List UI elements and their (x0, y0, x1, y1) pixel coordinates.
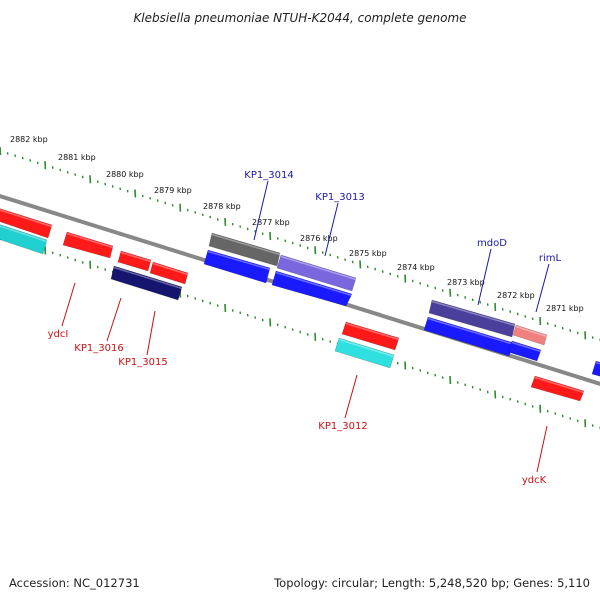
gene-highlight (0, 225, 48, 243)
gene-feature[interactable] (208, 232, 281, 267)
kbp-label: 2882 kbp (10, 135, 48, 144)
kbp-label: 2881 kbp (58, 153, 96, 162)
kbp-label: 2875 kbp (349, 249, 387, 258)
gene-label[interactable]: KP1_3016 (74, 343, 123, 354)
kbp-label: 2871 kbp (546, 304, 584, 313)
kbp-scale: 2882 kbp 2881 kbp 2880 kbp 2879 kbp 2878 kbp… (10, 135, 584, 313)
gene-feature[interactable] (530, 375, 585, 402)
kbp-label: 2876 kbp (300, 234, 338, 243)
gene-highlight (431, 300, 516, 327)
label-leader-line (61, 282, 76, 327)
gene-highlight (120, 251, 152, 263)
gene-highlight (511, 341, 542, 353)
gene-label[interactable]: ydcI (48, 329, 69, 340)
gene-feature[interactable] (271, 270, 353, 307)
gene-highlight (427, 317, 515, 346)
gene-feature[interactable] (423, 316, 515, 357)
gene-label[interactable]: mdoD (477, 238, 507, 249)
gene-label[interactable]: KP1_3012 (318, 421, 367, 432)
label-leader-line (477, 248, 492, 306)
kbp-label: 2873 kbp (447, 278, 485, 287)
gene-highlight (345, 322, 400, 341)
tick-rulers (0, 146, 600, 430)
gene-feature[interactable] (512, 324, 548, 346)
gene-labels: KP1_3014 KP1_3013 mdoD rimL ydcI KP1_3016 KP1_… (48, 170, 562, 486)
kbp-label: 2872 kbp (497, 291, 535, 300)
gene-feature[interactable] (62, 231, 114, 259)
gene-feature[interactable] (0, 223, 48, 255)
label-leader-line (106, 297, 122, 342)
kbp-label: 2880 kbp (106, 170, 144, 179)
gene-highlight (0, 209, 53, 228)
label-leader-line (344, 374, 358, 419)
kbp-label: 2874 kbp (397, 263, 435, 272)
gene-highlight (515, 325, 548, 338)
topology-text: Topology: circular; Length: 5,248,520 bp… (274, 576, 590, 590)
gene-label[interactable]: rimL (539, 253, 562, 264)
gene-feature[interactable] (276, 254, 357, 292)
gene-highlight (280, 255, 357, 281)
gene-label[interactable]: ydcK (522, 475, 547, 486)
gene-highlight (534, 376, 585, 394)
kbp-label: 2878 kbp (203, 202, 241, 211)
gene-features (0, 207, 600, 402)
kbp-label: 2879 kbp (154, 186, 192, 195)
gene-highlight (113, 266, 183, 290)
label-leader-line (535, 263, 550, 313)
gene-feature[interactable] (149, 261, 189, 285)
gene-highlight (275, 271, 353, 297)
kbp-label: 2877 kbp (252, 218, 290, 227)
gene-feature[interactable] (117, 250, 152, 272)
label-leader-line (536, 425, 548, 473)
accession-text: Accession: NC_012731 (9, 576, 140, 590)
gene-feature[interactable] (507, 340, 542, 362)
label-leader-line (324, 202, 339, 257)
gene-highlight (66, 232, 114, 249)
gene-feature[interactable] (428, 299, 516, 338)
gene-highlight (211, 233, 281, 256)
gene-feature[interactable] (341, 321, 400, 351)
gene-label[interactable]: KP1_3013 (315, 192, 364, 203)
gene-feature[interactable] (591, 360, 600, 378)
gene-feature[interactable] (203, 249, 271, 284)
label-leader-line (146, 310, 156, 356)
gene-highlight (152, 262, 189, 276)
gene-label[interactable]: KP1_3014 (244, 170, 293, 181)
gene-highlight (207, 250, 271, 271)
map-title: Klebsiella pneumoniae NTUH-K2044, comple… (133, 11, 466, 25)
gene-highlight (595, 361, 600, 365)
gene-feature[interactable] (0, 207, 53, 239)
gene-feature[interactable] (110, 265, 183, 301)
gene-feature[interactable] (334, 337, 395, 369)
label-leader-line (253, 180, 269, 241)
gene-label[interactable]: KP1_3015 (118, 357, 167, 368)
gene-highlight (338, 338, 395, 358)
